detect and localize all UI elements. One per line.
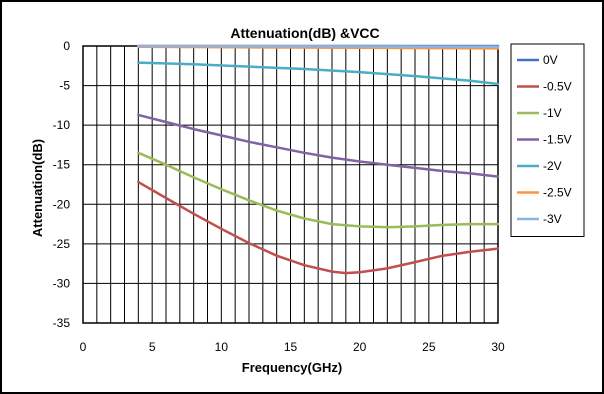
x-tick-label: 0 <box>80 340 87 354</box>
legend-label: -0.5V <box>543 80 572 94</box>
legend-label: -2.5V <box>543 186 572 200</box>
series-line-15V <box>137 113 500 178</box>
chart-title: Attenuation(dB) &VCC <box>230 25 379 41</box>
legend-label: -3V <box>543 212 562 226</box>
series-line-3V <box>137 44 500 49</box>
legend-label: 0V <box>543 53 558 67</box>
series-line-05V <box>137 180 500 275</box>
x-tick-label: 25 <box>422 340 436 354</box>
y-tick-label: -15 <box>53 158 71 172</box>
plot-area: 0 5 10 15 20 25 30 0 -5 -10 -15 -20 -25 -30 -35 <box>53 39 505 354</box>
legend-label: -2V <box>543 159 562 173</box>
y-tick-label: -5 <box>59 79 70 93</box>
y-tick-label: 0 <box>63 39 70 53</box>
x-tick-label: 10 <box>215 340 229 354</box>
legend-label: -1.5V <box>543 133 572 147</box>
x-tick-label: 20 <box>353 340 367 354</box>
x-tick-label: 30 <box>491 340 505 354</box>
y-tick-label: -20 <box>53 197 71 211</box>
series-line-2V <box>137 61 500 86</box>
x-tick-label: 15 <box>284 340 298 354</box>
y-tick-label: -30 <box>53 276 71 290</box>
legend-label: -1V <box>543 106 562 120</box>
x-axis-title: Frequency(GHz) <box>242 360 342 375</box>
y-axis-title: Attenuation(dB) <box>30 139 45 237</box>
x-tick-label: 5 <box>149 340 156 354</box>
y-tick-label: -10 <box>53 118 71 132</box>
legend: 0V -0.5V -1V -1.5V -2V -2.5V -3V <box>510 43 585 237</box>
y-tick-label: -35 <box>53 316 71 330</box>
series-line-1V <box>137 151 500 229</box>
y-tick-label: -25 <box>53 237 71 251</box>
